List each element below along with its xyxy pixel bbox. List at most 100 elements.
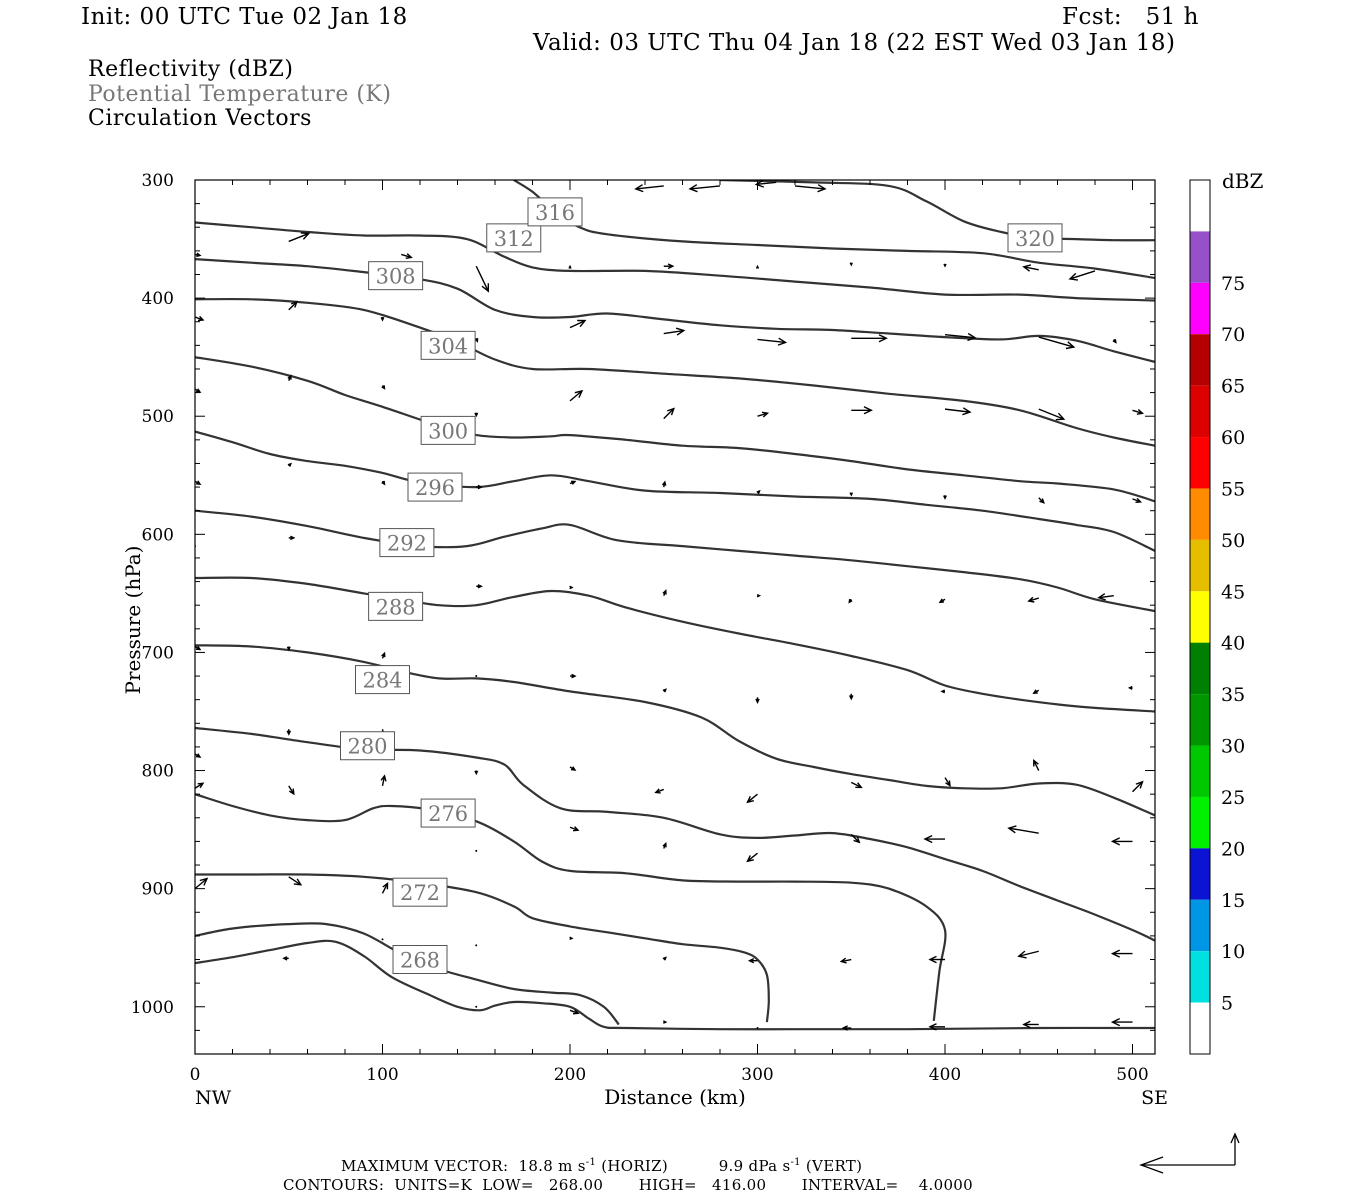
circulation-vector: [661, 480, 667, 488]
y-tick-label: 700: [142, 643, 174, 663]
x-tick-label: 100: [366, 1065, 398, 1085]
theta-contour-292: [195, 509, 1155, 613]
colorbar-segment: [1190, 385, 1210, 438]
circulation-vector: [569, 1009, 580, 1015]
circulation-vector: [381, 881, 389, 894]
y-axis-label: Pressure (hPa): [121, 546, 145, 695]
forecast-hour-label: Fcst: 51 h: [1062, 4, 1199, 30]
contour-label-296: 296: [407, 472, 463, 502]
circulation-vector: [474, 770, 479, 776]
circulation-vector: [757, 411, 770, 418]
circulation-vector: [287, 462, 292, 467]
circulation-vector: [839, 957, 852, 964]
circulation-vector: [1038, 497, 1045, 504]
circulation-vector: [654, 788, 664, 794]
colorbar-segment: [1190, 899, 1210, 952]
horizontal-max-units: m s: [558, 1157, 586, 1175]
circulation-vector: [1038, 336, 1076, 350]
svg-text:284: 284: [362, 669, 402, 693]
valid-time-label: Valid: 03 UTC Thu 04 Jan 18 (22 EST Wed …: [533, 30, 1176, 56]
circulation-vector: [1127, 685, 1133, 690]
colorbar-level-label: 55: [1221, 478, 1245, 500]
colorbar-level-label: 60: [1221, 427, 1245, 449]
colorbar-segment: [1190, 282, 1210, 335]
circulation-vector: [195, 645, 202, 651]
plot-frame: [194, 179, 1156, 1055]
circulation-vector: [1110, 837, 1133, 846]
colorbar-level-label: 15: [1221, 890, 1245, 912]
circulation-vector: [1017, 950, 1039, 959]
contour-label-268: 268: [392, 945, 448, 975]
colorbar-level-label: 25: [1221, 787, 1245, 809]
circulation-vector: [282, 956, 289, 961]
horizontal-max-value: 18.8: [518, 1157, 554, 1175]
init-time-label: Init: 00 UTC Tue 02 Jan 18: [81, 4, 408, 30]
circulation-vector: [754, 180, 777, 188]
circulation-vector: [1027, 596, 1039, 603]
circulation-vector: [663, 327, 686, 336]
circulation-vector: [195, 782, 205, 789]
reflectivity-field-label: Reflectivity (dBZ): [88, 57, 294, 82]
contour-label-280: 280: [340, 731, 395, 761]
theta-contour-272: [195, 873, 770, 1023]
circulation-vector: [1068, 270, 1096, 281]
theta-contour-308: [195, 258, 1155, 363]
colorbar-segment: [1190, 1002, 1210, 1054]
circulation-vector: [1132, 408, 1145, 415]
circulation-vector: [746, 852, 758, 863]
circulation-vector: [476, 584, 483, 589]
circulation-vector: [662, 688, 667, 693]
maximum-vector-line: MAXIMUM VECTOR: 18.8 m s-1 (HORIZ) 9.9 d…: [341, 1157, 862, 1175]
circulation-vector: [662, 589, 667, 597]
colorbar-level-label: 35: [1221, 684, 1245, 706]
circulation-vector: [288, 300, 298, 311]
circulation-vector: [195, 252, 202, 258]
colorbar-segment: [1190, 796, 1210, 849]
circulation-vector: [755, 264, 760, 269]
theta-contour-276: [195, 793, 947, 1022]
svg-text:276: 276: [428, 802, 468, 826]
colorbar-segment: [1190, 437, 1210, 489]
y-tick-label: 600: [142, 525, 174, 545]
svg-text:272: 272: [400, 881, 440, 905]
colorbar-segment: [1190, 231, 1210, 283]
circulation-vector: [381, 938, 384, 941]
colorbar-level-label: 20: [1221, 838, 1245, 860]
svg-text:304: 304: [428, 334, 468, 358]
theta-contour-300: [195, 356, 1155, 503]
contour-label-288: 288: [368, 591, 424, 621]
circulation-vector: [756, 593, 762, 598]
contour-label-304: 304: [420, 330, 476, 360]
circulation-vector: [381, 480, 386, 486]
circulation-vector: [755, 697, 760, 704]
circulation-vector: [195, 877, 209, 890]
horizontal-tag: (HORIZ): [601, 1157, 669, 1175]
circulation-vector: [474, 338, 479, 343]
theta-contour-288: [195, 576, 1155, 713]
svg-text:268: 268: [400, 949, 440, 973]
circulation-vector: [662, 842, 667, 849]
circulation-vector: [195, 753, 202, 758]
circulation-vector: [475, 849, 478, 852]
circulation-vector: [286, 646, 291, 652]
circulation-vector: [1112, 339, 1117, 344]
theta-contour-304: [195, 297, 1155, 447]
circulation-vector: [569, 936, 574, 941]
reflectivity-colorbar: 5 10 15 20 25 30 35 40 45 50 55 60 65 70 75: [1189, 179, 1245, 1055]
circulation-vector: [1132, 497, 1143, 503]
svg-text:316: 316: [535, 201, 575, 225]
colorbar-segment: [1190, 539, 1210, 592]
theta-contours: [195, 180, 1155, 1031]
colorbar-segment: [1190, 745, 1210, 797]
vertical-max-units: dPa s: [748, 1157, 791, 1175]
contour-label-272: 272: [392, 877, 448, 907]
circulation-vector: [1038, 408, 1066, 421]
colorbar-level-label: 5: [1221, 993, 1233, 1015]
theta-contour-320: [719, 180, 1155, 242]
circulation-vector: [943, 495, 947, 500]
svg-text:320: 320: [1015, 227, 1055, 251]
circulation-vectors-field-label: Circulation Vectors: [88, 106, 312, 131]
colorbar-level-label: 30: [1221, 736, 1245, 758]
